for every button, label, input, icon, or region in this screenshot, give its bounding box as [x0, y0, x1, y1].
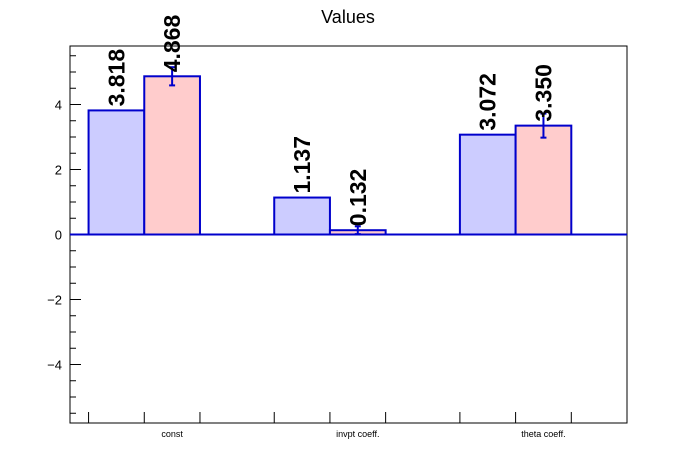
bar-series-2-theta-coeff- — [514, 124, 573, 236]
data-label: 0.132 — [345, 169, 371, 227]
y-tick-label: 4 — [55, 98, 62, 113]
x-axis-ticks: const invpt coeff. theta coeff. — [88, 412, 572, 439]
category-label: const — [161, 429, 183, 439]
labels-layer: 3.818 1.137 3.072 4.868 0.132 3.350 — [103, 15, 556, 227]
bars-layer — [70, 66, 627, 236]
data-label: 1.137 — [289, 136, 315, 194]
y-tick-label: 0 — [55, 228, 62, 243]
data-label: 3.072 — [475, 73, 501, 131]
data-label: 4.868 — [159, 15, 185, 73]
y-tick-label: −2 — [47, 293, 62, 308]
y-tick-label: 2 — [55, 163, 62, 178]
data-label: 3.818 — [103, 49, 129, 107]
category-label: invpt coeff. — [336, 429, 379, 439]
category-label: theta coeff. — [521, 429, 565, 439]
chart-title: Values — [321, 7, 375, 27]
bar-series-1-theta-coeff- — [458, 133, 517, 236]
data-label: 3.350 — [530, 64, 556, 122]
y-tick-label: −4 — [47, 358, 62, 373]
bar-series-2-const — [143, 75, 201, 236]
bar-series-1-invpt-coeff- — [273, 196, 331, 236]
bar-series-1-const — [87, 109, 146, 236]
